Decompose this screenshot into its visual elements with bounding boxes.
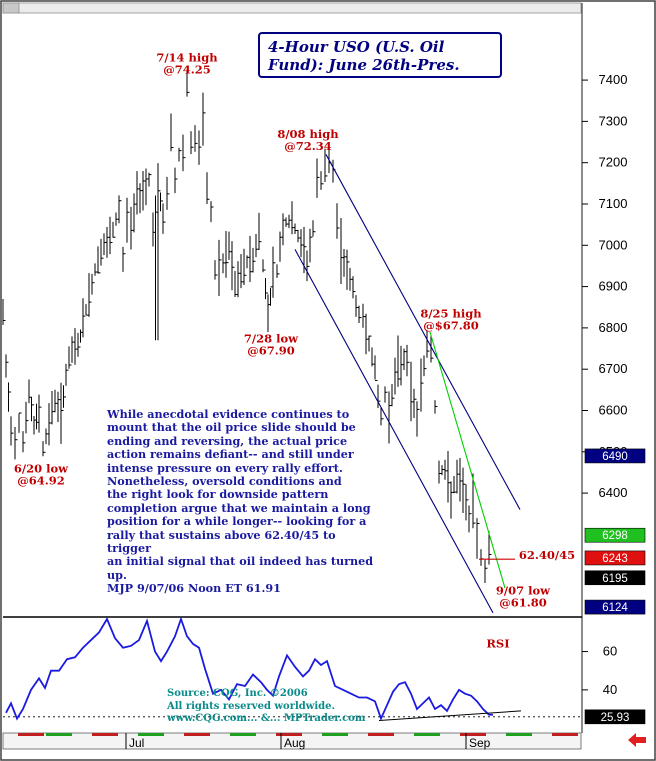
trend-line [294,249,494,614]
commentary-line: the right look for downside pattern [107,487,329,502]
date-strip-segment [552,733,578,736]
commentary-line: ending and reversing, the actual price [107,433,348,448]
price-tag-label: 6490 [602,451,628,463]
price-tick-label: 7200 [599,155,628,170]
price-tick-label: 7400 [599,72,628,87]
x-tick-label: Jul [129,736,144,750]
price-tag [584,550,646,566]
price-tick-label: 7300 [599,113,628,128]
date-strip-segment [276,733,302,736]
price-tag-label: 6243 [602,553,628,565]
rsi-value-tag [584,709,646,725]
commentary-text: While anecdotal evidence continues to mou… [107,407,377,596]
trend-line [429,331,506,589]
annotation-label: @72.34 [284,139,332,153]
price-tag [584,448,646,464]
source-line: www.CQG.com... &... MPTrader.com [167,713,366,724]
rsi-support-line [378,710,522,722]
date-strip-segment [46,733,72,736]
price-tag-label: 6298 [602,530,628,542]
commentary-line: Nonetheless, oversold conditions and [107,474,342,489]
top-scrollbar[interactable] [2,2,582,14]
annotation-label: @74.25 [163,62,211,76]
date-strip-segment [184,733,210,736]
annotation-label: 7/14 high [156,50,218,64]
commentary-line: MJP 9/07/06 Noon ET 61.91 [107,581,281,596]
source-line: Source: CQG, Inc. ©2006 [167,688,308,699]
commentary-line: action remains defiant-- and still under [107,447,354,462]
rsi-label: RSI [486,637,509,651]
date-strip-segment [368,733,394,736]
price-tag-label: 6124 [602,602,628,614]
annotation-label: 9/07 low [496,583,551,597]
date-strip-segment [506,733,532,736]
price-tick-label: 7000 [599,237,628,252]
price-tick-label: 6800 [599,320,628,335]
annotation-label: @67.90 [247,343,295,357]
commentary-line: While anecdotal evidence continues to [107,407,350,421]
date-strip-segment [230,733,256,736]
x-tick-label: Aug [284,736,305,750]
price-tick-label: 6400 [599,485,628,500]
source-line: All rights reserved worldwide. [167,700,336,712]
price-tick-label: 6600 [599,402,628,417]
annotation-label: @$67.80 [423,319,479,333]
scroll-left-arrow-icon[interactable] [628,733,646,747]
price-tick-label: 6700 [599,361,628,376]
rsi-tick-label: 40 [603,682,617,697]
x-tick-label: Sep [469,736,491,750]
price-panel: 7/14 high@74.258/08 high@72.347/28 low@6… [2,50,575,614]
chart-title: 4-Hour USO (U.S. Oil Fund): June 26th-Pr… [258,32,502,78]
trend-line [325,154,521,510]
rsi-axis: 40 60 25.93 [582,644,646,725]
annotation-label: @61.80 [499,595,547,609]
commentary-line: completion argue that we maintain a long [107,500,371,515]
annotation-label: @64.92 [17,473,65,487]
annotation-label: 8/08 high [277,127,339,141]
price-axis: 6400650066006700680069007000710072007300… [582,72,646,615]
price-tag-label: 6195 [602,573,628,585]
commentary-line: mount that the oil price slide should be [107,420,356,435]
annotation-label: 62.40/45 [519,548,575,562]
price-tag [584,527,646,543]
date-strip-segment [414,733,440,736]
price-tag [584,570,646,586]
date-strip-segments [18,733,578,736]
source-credit: Source: CQG, Inc. ©2006 All rights reserv… [167,688,365,726]
commentary-line: an initial signal that oil indeed has tu… [107,554,374,582]
commentary-line: position for a while longer-- looking fo… [107,514,367,529]
annotation-label: 8/25 high [420,307,482,321]
annotation-label: 6/20 low [14,461,69,475]
rsi-tick-label: 60 [603,644,617,659]
rsi-panel: RSI [3,616,582,722]
date-strip-segment [138,733,164,736]
price-tag [584,599,646,615]
rsi-value-label: 25.93 [601,712,630,724]
x-axis: Jul Aug Sep [125,733,491,750]
rsi-line [5,616,493,722]
date-strip-segment [18,733,44,736]
annotation-label: 7/28 low [244,331,299,345]
price-tick-label: 6900 [599,279,628,294]
commentary-line: intense pressure on every rally effort. [107,460,343,475]
top-scroll-thumb[interactable] [2,2,20,14]
price-tick-label: 7100 [599,196,628,211]
commentary-line: rally that sustains above 62.40/45 to tr… [107,527,336,556]
date-strip-segment [460,733,486,736]
date-strip-segment [92,733,118,736]
date-strip-segment [322,733,348,736]
